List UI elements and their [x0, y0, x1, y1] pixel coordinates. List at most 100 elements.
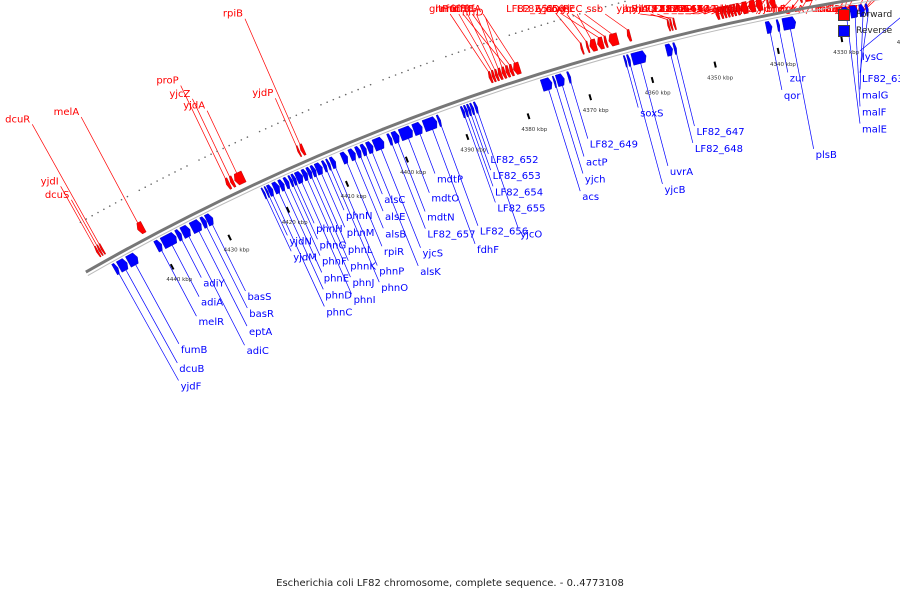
tick-label: 4370 kbp — [583, 108, 609, 114]
forward-gene-arrow — [627, 29, 632, 41]
forward-gene-arrow — [673, 18, 677, 30]
minor-tick-dot — [186, 165, 188, 167]
minor-tick-dot — [624, 1, 626, 3]
reverse-gene-label: alsE — [385, 212, 405, 223]
minor-tick-dot — [222, 148, 224, 150]
minor-tick-dot — [296, 114, 298, 116]
reverse-gene-label: basS — [247, 292, 271, 303]
reverse-gene-label: alsK — [420, 267, 441, 278]
minor-tick-dot — [115, 202, 117, 204]
reverse-gene-arrow — [782, 17, 796, 31]
tick-label: 4340 kbp — [770, 62, 796, 68]
reverse-gene-label: LF82_652 — [490, 155, 538, 166]
reverse-gene-arrow — [765, 21, 772, 34]
minor-tick-dot — [509, 34, 511, 36]
major-tick-mark — [228, 235, 231, 240]
legend-forward: Forward — [838, 9, 892, 21]
reverse-gene-label: phnJ — [352, 278, 374, 289]
minor-tick-dot — [618, 2, 620, 4]
reverse-gene-label: malE — [862, 125, 887, 136]
minor-tick-dot — [534, 26, 536, 28]
reverse-gene-leader-line — [172, 245, 199, 296]
legend-reverse-swatch — [838, 25, 850, 37]
reverse-gene-label: LF82_649 — [590, 140, 638, 151]
minor-tick-dot — [483, 43, 485, 45]
major-tick-mark — [714, 62, 715, 68]
reverse-gene-label: phnG — [319, 240, 346, 251]
minor-tick-dot — [426, 63, 428, 65]
forward-gene-label: dcuR — [5, 114, 30, 125]
forward-gene-leader-line — [192, 99, 229, 177]
reverse-gene-label: LF82_655 — [497, 203, 545, 214]
gene-label-layer: yjbHpsiEmalKlamBmalMubiCubiAdgkAlexAdinF… — [5, 0, 900, 393]
minor-tick-dot — [91, 215, 93, 217]
legend-reverse: Reverse — [838, 25, 892, 37]
reverse-gene-label: eptA — [249, 327, 272, 338]
tick-label: 4430 kbp — [224, 248, 250, 254]
minor-tick-dot — [339, 96, 341, 98]
forward-gene-arrow — [799, 0, 803, 3]
minor-tick-dot — [228, 145, 230, 147]
minor-tick-dot — [370, 84, 372, 86]
minor-tick-dot — [121, 199, 123, 201]
tick-label: 4360 kbp — [645, 91, 671, 97]
reverse-gene-label: phnN — [346, 211, 373, 222]
reverse-gene-label: mdtN — [427, 213, 455, 224]
forward-gene-leader-line — [181, 86, 226, 179]
reverse-gene-label: alsB — [385, 229, 406, 240]
forward-gene-leader-line — [472, 14, 509, 65]
minor-tick-dot — [351, 91, 353, 93]
minor-tick-dot — [560, 19, 562, 21]
forward-gene-leader-line — [562, 14, 599, 38]
minor-tick-dot — [144, 186, 146, 188]
forward-gene-label: LF82_651 — [506, 4, 554, 15]
reverse-gene-label: LF82_657 — [427, 230, 475, 241]
minor-tick-dot — [573, 15, 575, 17]
reverse-gene-arrow — [372, 137, 384, 151]
reverse-gene-label: phnH — [316, 224, 343, 235]
tick-label: 4330 kbp — [833, 50, 859, 56]
reverse-gene-leader-line — [790, 29, 813, 149]
forward-gene-label: yjdP — [252, 88, 273, 99]
minor-tick-dot — [180, 168, 182, 170]
reverse-gene-label: malG — [862, 90, 888, 101]
minor-tick-dot — [198, 159, 200, 161]
reverse-gene-arrow — [567, 72, 572, 84]
reverse-gene-label: yjcS — [423, 249, 444, 260]
tick-label: 4350 kbp — [707, 75, 733, 81]
reverse-gene-label: lysC — [862, 52, 883, 63]
minor-tick-dot — [333, 99, 335, 101]
reverse-gene-leader-line — [671, 56, 693, 143]
reverse-gene-label: phnP — [379, 267, 404, 278]
reverse-gene-label: melR — [198, 317, 224, 328]
reverse-gene-arrow — [673, 43, 677, 55]
reverse-gene-arrow — [540, 78, 552, 92]
reverse-gene-arrow — [665, 44, 673, 57]
major-tick-mark — [406, 157, 408, 163]
minor-tick-dot — [277, 123, 279, 125]
reverse-gene-label: phnF — [322, 257, 347, 268]
minor-tick-dot — [496, 39, 498, 41]
reverse-gene-label: adiY — [203, 279, 225, 290]
reverse-gene-label: phnK — [350, 262, 376, 273]
minor-tick-dot — [528, 28, 530, 30]
reverse-gene-label: phnO — [381, 283, 408, 294]
reverse-gene-label: adiC — [247, 346, 269, 357]
minor-tick-dot — [271, 125, 273, 127]
reverse-gene-label: phnC — [326, 307, 352, 318]
reverse-gene-label: yjch — [585, 175, 606, 186]
minor-tick-dot — [259, 131, 261, 133]
tick-label: 4420 kbp — [282, 220, 308, 226]
minor-tick-dot — [97, 212, 99, 214]
minor-tick-dot — [326, 101, 328, 103]
reverse-gene-arrow — [340, 152, 348, 165]
reverse-gene-label: phnL — [348, 245, 373, 256]
forward-gene-label: melA — [54, 107, 80, 118]
reverse-gene-label: mdtO — [431, 194, 459, 205]
reverse-gene-leader-line — [557, 87, 583, 173]
minor-tick-dot — [611, 4, 613, 6]
reverse-gene-label: rpiR — [384, 247, 404, 258]
forward-gene-arrow — [590, 39, 598, 52]
reverse-gene-label: malF — [862, 107, 887, 118]
